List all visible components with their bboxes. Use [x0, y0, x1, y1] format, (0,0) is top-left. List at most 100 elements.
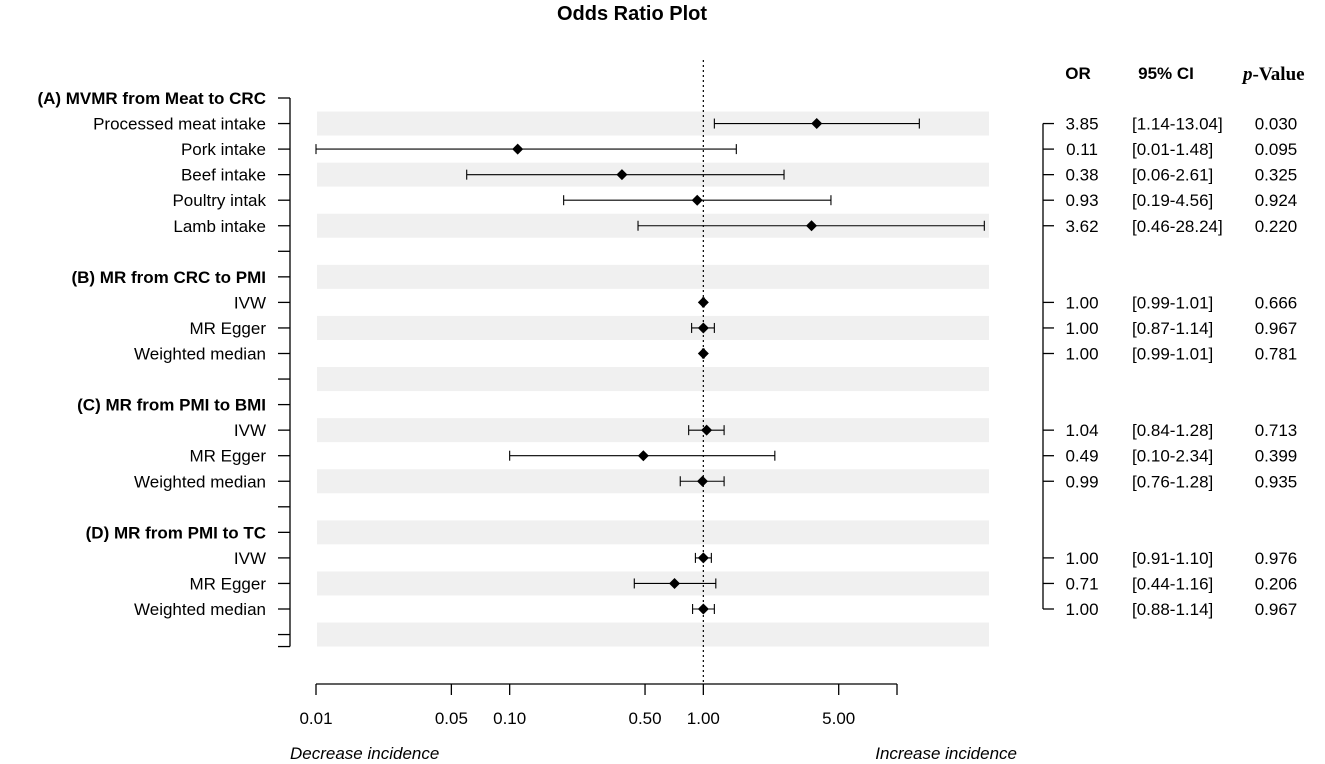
point-estimate	[691, 194, 703, 206]
p-value: 0.967	[1255, 600, 1298, 619]
point-estimate	[697, 603, 709, 615]
row-label: Processed meat intake	[93, 115, 266, 134]
ci-value: [0.46-28.24]	[1132, 217, 1223, 236]
p-value: 0.206	[1255, 574, 1298, 593]
p-value: 0.399	[1255, 447, 1298, 466]
ci-value: [1.14-13.04]	[1132, 115, 1223, 134]
row-label: IVW	[234, 549, 266, 568]
or-value: 1.00	[1065, 549, 1098, 568]
point-estimate	[512, 143, 524, 155]
increase-incidence-label: Increase incidence	[875, 744, 1017, 763]
header-p-value: p-Value	[1241, 64, 1305, 85]
p-value: 0.935	[1255, 472, 1298, 491]
or-value: 3.62	[1065, 217, 1098, 236]
or-value: 0.99	[1065, 472, 1098, 491]
or-value: 1.04	[1065, 421, 1098, 440]
row-label: MR Egger	[189, 447, 266, 466]
row-label: IVW	[234, 293, 266, 312]
x-tick-label: 0.01	[299, 709, 332, 728]
header-p-rest: -Value	[1253, 64, 1305, 85]
or-value: 0.93	[1065, 191, 1098, 210]
point-estimate	[697, 552, 709, 564]
or-value: 1.00	[1065, 345, 1098, 364]
p-value: 0.220	[1255, 217, 1298, 236]
row-label: Pork intake	[181, 140, 266, 159]
ci-value: [0.84-1.28]	[1132, 421, 1213, 440]
header-p-italic: p	[1241, 64, 1253, 85]
p-value: 0.967	[1255, 319, 1298, 338]
x-tick-label: 0.10	[493, 709, 526, 728]
ci-value: [0.19-4.56]	[1132, 191, 1213, 210]
ci-value: [0.44-1.16]	[1132, 574, 1213, 593]
x-axis: 0.01 0.05 0.10 0.50 1.00 5.00	[299, 683, 898, 728]
x-tick-label: 0.50	[628, 709, 661, 728]
p-value: 0.030	[1255, 115, 1298, 134]
point-estimate	[806, 220, 818, 232]
row-label: MR Egger	[189, 574, 266, 593]
x-tick-label: 5.00	[822, 709, 855, 728]
estimate-marks	[315, 118, 985, 615]
decrease-incidence-label: Decrease incidence	[290, 744, 439, 763]
point-estimate	[697, 296, 709, 308]
ci-value: [0.87-1.14]	[1132, 319, 1213, 338]
group-label: (A) MVMR from Meat to CRC	[37, 89, 266, 108]
ci-value: [0.88-1.14]	[1132, 600, 1213, 619]
group-label: (B) MR from CRC to PMI	[71, 268, 266, 287]
row-label: Poultry intak	[172, 191, 266, 210]
row-labels: (A) MVMR from Meat to CRC Processed meat …	[37, 89, 266, 619]
point-estimate	[669, 577, 681, 589]
point-estimate	[696, 475, 708, 487]
group-label: (D) MR from PMI to TC	[86, 523, 266, 542]
ci-value: [0.99-1.01]	[1132, 345, 1213, 364]
p-value: 0.666	[1255, 293, 1298, 312]
ci-value: [0.91-1.10]	[1132, 549, 1213, 568]
point-estimate	[701, 424, 713, 436]
row-band	[317, 469, 989, 494]
header-or: OR	[1065, 64, 1091, 83]
group-label: (C) MR from PMI to BMI	[77, 396, 266, 415]
header-ci: 95% CI	[1138, 64, 1194, 83]
row-label: Weighted median	[134, 345, 266, 364]
p-value: 0.325	[1255, 166, 1298, 185]
ci-value: [0.06-2.61]	[1132, 166, 1213, 185]
p-value: 0.976	[1255, 549, 1298, 568]
or-value: 3.85	[1065, 115, 1098, 134]
point-estimate	[697, 322, 709, 334]
or-value: 1.00	[1065, 319, 1098, 338]
point-estimate	[811, 118, 823, 130]
left-row-axis	[278, 97, 291, 648]
row-band	[317, 264, 989, 289]
or-value: 0.38	[1065, 166, 1098, 185]
ci-value: [0.99-1.01]	[1132, 293, 1213, 312]
row-band	[317, 622, 989, 647]
p-value: 0.781	[1255, 345, 1298, 364]
or-value: 0.11	[1066, 140, 1098, 159]
or-value: 1.00	[1065, 293, 1098, 312]
row-label: Lamb intake	[173, 217, 266, 236]
x-tick-label: 0.05	[435, 709, 468, 728]
row-band	[317, 315, 989, 340]
or-value: 1.00	[1065, 600, 1098, 619]
or-value: 0.71	[1065, 574, 1098, 593]
p-value: 0.924	[1255, 191, 1298, 210]
x-tick-label: 1.00	[687, 709, 720, 728]
point-estimate	[616, 169, 628, 181]
row-label: Beef intake	[181, 166, 266, 185]
or-value: 0.49	[1065, 447, 1098, 466]
row-label: Weighted median	[134, 472, 266, 491]
point-estimate	[637, 450, 649, 462]
row-band	[317, 418, 989, 443]
p-value: 0.713	[1255, 421, 1298, 440]
ci-value: [0.01-1.48]	[1132, 140, 1213, 159]
estimate-table: 3.85 [1.14-13.04] 0.030 0.11 [0.01-1.48] 0.09…	[1065, 115, 1297, 619]
row-label: IVW	[234, 421, 266, 440]
row-label: MR Egger	[189, 319, 266, 338]
p-value: 0.095	[1255, 140, 1298, 159]
row-label: Weighted median	[134, 600, 266, 619]
row-bands	[317, 111, 989, 647]
point-estimate	[697, 348, 709, 359]
ci-value: [0.76-1.28]	[1132, 472, 1213, 491]
ci-value: [0.10-2.34]	[1132, 447, 1213, 466]
right-bracket	[1042, 122, 1054, 610]
